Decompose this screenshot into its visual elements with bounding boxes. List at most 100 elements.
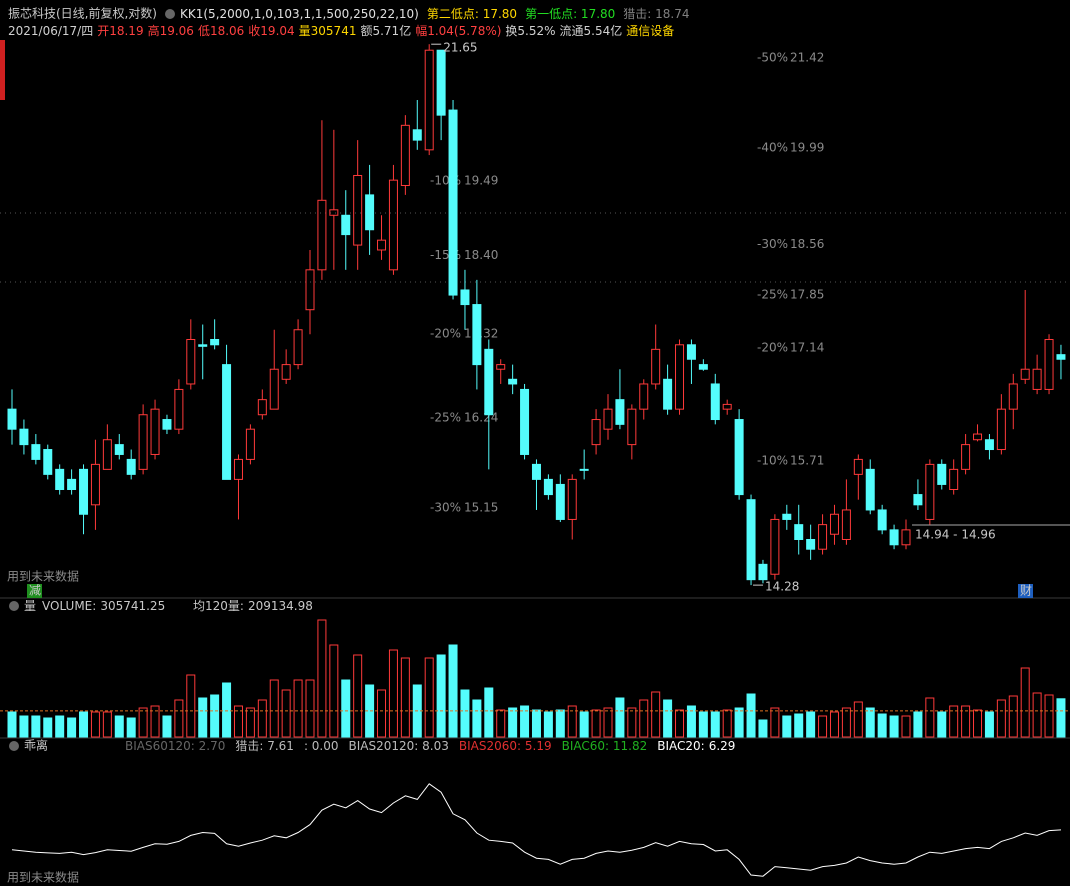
info-item: 低18.06 — [198, 24, 244, 38]
candle-body — [31, 444, 41, 460]
header-item: 第二低点: 17.80 — [427, 7, 517, 21]
indicator-icon — [165, 9, 175, 19]
candle-body — [663, 378, 673, 410]
candle-body — [579, 468, 589, 471]
high-label: 21.65 — [443, 41, 477, 55]
tag-bg — [1018, 584, 1033, 598]
candle-body — [591, 419, 601, 446]
candle-body — [531, 463, 541, 480]
candle-body — [937, 463, 947, 485]
volume-bar — [949, 705, 959, 738]
volume-bar — [734, 707, 744, 738]
y-tick-pct: -20% — [757, 340, 788, 354]
volume-bar — [531, 709, 541, 738]
volume-bar — [794, 713, 804, 738]
candle-body — [305, 269, 315, 311]
candle-body — [567, 478, 577, 520]
candle-body — [734, 419, 744, 496]
volume-bar — [1008, 695, 1018, 738]
volume-bar — [710, 711, 720, 738]
y-tick-label: 15.15 — [464, 501, 498, 515]
candle-body — [210, 339, 220, 346]
volume-bar — [627, 707, 637, 738]
candle-body — [222, 364, 232, 480]
legend-name: BIAC20: — [657, 739, 704, 753]
candle-body — [317, 199, 327, 271]
bias-line — [11, 783, 1062, 877]
candle-body — [424, 49, 434, 151]
volume-bar — [353, 654, 363, 738]
candle-body — [162, 419, 172, 430]
volume-bar — [603, 707, 613, 738]
info-item: 额5.71亿 — [360, 23, 411, 38]
volume-bar — [293, 679, 303, 738]
candle-body — [520, 388, 530, 455]
volume-bar — [543, 711, 553, 738]
candle-body — [245, 428, 255, 460]
tag-bg — [27, 584, 42, 598]
bias-icon — [9, 741, 19, 751]
volume-name: VOLUME: — [42, 599, 96, 613]
volume-bar — [222, 682, 232, 738]
header-item: 第一低点: 17.80 — [525, 7, 615, 21]
volume-bar — [67, 717, 77, 738]
candle-body — [436, 49, 446, 116]
volume-bar — [31, 715, 41, 738]
note: 用到未来数据 — [7, 870, 79, 885]
info-item: 量305741 — [299, 24, 357, 38]
candle-body — [841, 509, 851, 541]
volume-bar — [448, 644, 458, 738]
volume-bar — [746, 693, 756, 738]
volume-bar — [55, 715, 65, 738]
candle-body — [639, 383, 649, 410]
bias-title: 乖离 — [24, 738, 48, 753]
info-item: 收19.04 — [248, 24, 294, 38]
bias-legend: BIAS60120: 2.70 猎击: 7.61: 0.00 BIAS20120: … — [125, 739, 735, 753]
info-item: 流通5.54亿 — [560, 23, 623, 38]
candle-body — [543, 478, 553, 496]
chart-title: 振芯科技(日线,前复权,对数) — [8, 6, 157, 21]
candle-body — [19, 428, 29, 446]
candle-body — [698, 364, 708, 370]
candle-body — [1032, 368, 1042, 390]
y-tick-pct: -25% — [757, 288, 788, 302]
volume-bar — [698, 711, 708, 738]
legend-item: BIAS2060: 5.19 — [459, 739, 552, 753]
candle-body — [627, 408, 637, 446]
volume-header: 量 VOLUME: 305741.25 — [24, 599, 165, 613]
volume-bar — [520, 705, 530, 738]
candle-body — [79, 468, 89, 515]
candle-body — [281, 364, 291, 380]
volume-bar — [806, 711, 816, 738]
info-item: 换5.52% — [505, 24, 555, 38]
volume-bar — [686, 705, 696, 738]
candle-body — [865, 468, 875, 511]
range-label: 14.94 - 14.96 — [915, 528, 996, 542]
candle-body — [55, 468, 65, 491]
volume-bar — [245, 707, 255, 738]
candle-body — [1008, 383, 1018, 410]
candle-body — [949, 468, 959, 491]
candle-body — [603, 408, 613, 430]
candle-body — [651, 348, 661, 385]
y-tick-label: 17.14 — [790, 340, 824, 354]
volume-bar — [114, 715, 124, 738]
candle-body — [150, 408, 160, 455]
volume-bar — [961, 705, 971, 738]
volume-bar — [615, 697, 625, 738]
header-item: 猎击: 18.74 — [623, 7, 689, 21]
volume-bar — [996, 699, 1006, 738]
y-tick-pct: -10% — [757, 454, 788, 468]
info-line: 2021/06/17/四 开18.19 高19.06 低18.06 收19.04 量305… — [8, 23, 674, 38]
volume-bar — [508, 707, 518, 738]
y-tick-label: 17.85 — [790, 288, 824, 302]
volume-bar — [579, 711, 589, 738]
volume-bar — [329, 644, 339, 738]
volume-bar — [675, 709, 685, 738]
indicator-name: KK1(5,2000,1,0,103,1,1,500,250,22,10) — [180, 7, 419, 21]
ma-label: 均120量: — [193, 599, 244, 613]
header-line: KK1(5,2000,1,0,103,1,1,500,250,22,10) 第二低… — [180, 7, 690, 21]
info-item: 通信设备 — [626, 24, 674, 38]
volume-bar — [555, 709, 565, 738]
volume-bar — [460, 689, 470, 738]
